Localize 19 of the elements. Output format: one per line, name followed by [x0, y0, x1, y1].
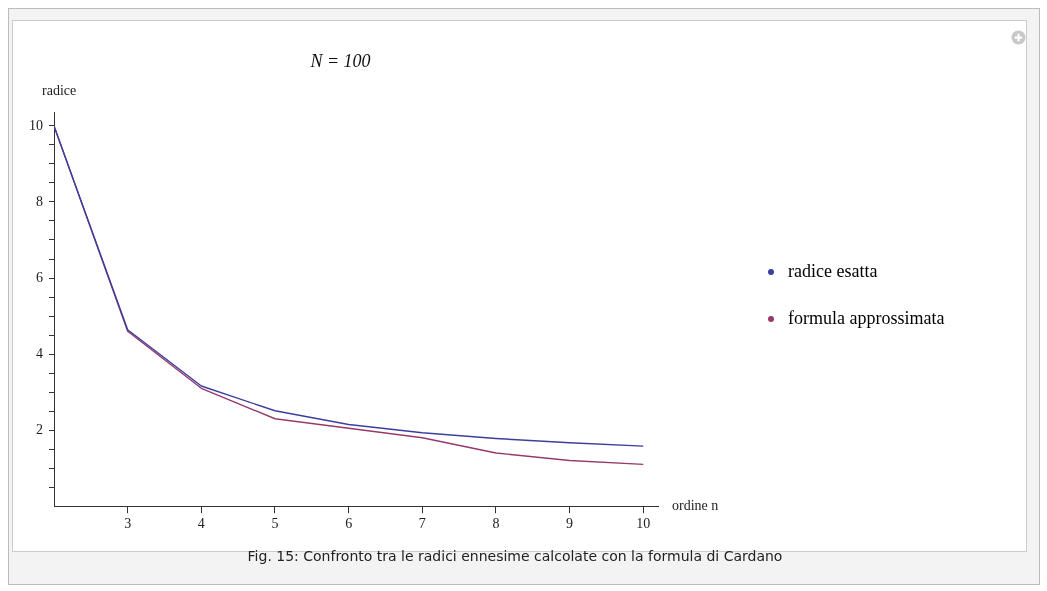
x-tick-label: 10	[636, 516, 651, 532]
caption: Fig. 15: Confronto tra le radici ennesime calcolate con la formula di Cardano	[246, 548, 784, 564]
y-tick-label: 6	[36, 269, 43, 285]
x-tick-label: 9	[566, 516, 574, 532]
x-tick-label: 3	[124, 516, 132, 532]
x-tick-label: 5	[271, 516, 279, 532]
x-tick-label: 8	[492, 516, 500, 532]
y-tick-label: 10	[29, 117, 43, 133]
legend-label: radice esatta	[788, 261, 878, 282]
y-tick-label: 2	[36, 421, 43, 437]
chart-title: N = 100	[309, 50, 371, 71]
x-tick-label: 6	[345, 516, 353, 532]
y-tick-label: 8	[36, 193, 43, 209]
y-axis-title: radice	[42, 83, 77, 99]
x-axis-title: ordine n	[672, 497, 719, 513]
x-tick-label: 4	[197, 516, 205, 532]
legend-label: formula approssimata	[788, 308, 945, 329]
y-tick-label: 4	[36, 345, 43, 361]
x-tick-label: 7	[418, 516, 426, 532]
